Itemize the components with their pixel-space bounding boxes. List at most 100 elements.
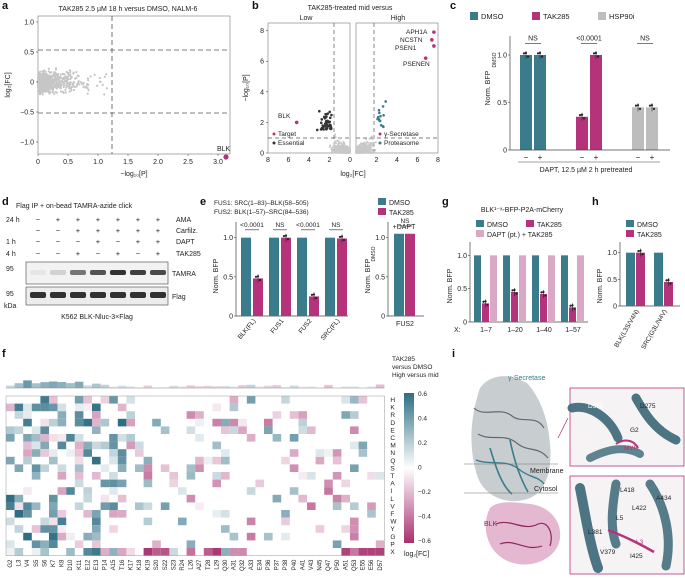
heatmap-cell — [358, 449, 368, 457]
y-tick-label: 1.0 — [607, 250, 617, 257]
res-l3: L3 — [636, 539, 644, 546]
col-label: K18 — [137, 559, 143, 570]
scatter-point — [52, 78, 55, 81]
tamra-band — [30, 270, 46, 275]
heatmap-cell — [221, 548, 230, 556]
bar-e-tak — [337, 238, 347, 316]
heatmap-cell — [6, 426, 15, 434]
treatment-matrix-d: − + + + + + + − − + + + + + − − − + − + + − − + − + − + — [36, 215, 161, 258]
scatter-point — [55, 77, 58, 80]
heatmap-cell — [178, 487, 187, 495]
row-label: L — [390, 496, 394, 503]
heatmap-cell — [332, 472, 342, 480]
heatmap-cell — [49, 403, 58, 412]
treatment-sign: + — [136, 215, 141, 224]
heatmap-cell — [332, 540, 342, 548]
heatmap-cell — [40, 434, 49, 442]
heatmap-cell — [23, 403, 32, 412]
ylabel-inset-e: Norm. BFP — [365, 258, 372, 293]
sig-label: NS — [275, 222, 285, 229]
heatmap-cell — [57, 434, 67, 442]
heatmap-cell — [289, 464, 299, 472]
y-tick-label: 1.0 — [457, 253, 467, 260]
summary-cell — [109, 386, 118, 388]
scatter-point — [37, 83, 40, 87]
title-a: TAK285 2.5 µM 18 h versus DMSO, NALM-6 — [59, 6, 198, 13]
heatmap-cell — [23, 456, 32, 465]
volcano-point — [360, 151, 363, 154]
scatter-point — [56, 72, 60, 76]
top-text-1: TAK285 — [392, 356, 415, 363]
volcano-point — [370, 141, 373, 144]
legend-dmso-c: DMSO — [481, 12, 504, 21]
heatmap-cell — [350, 532, 359, 541]
col-label: A31 — [232, 559, 238, 570]
res-l5: L5 — [616, 515, 624, 522]
res-d385: D385 — [588, 403, 604, 410]
scatter-point — [41, 73, 44, 76]
heatmap-cell — [109, 472, 118, 480]
heatmap-cell — [23, 510, 32, 518]
heatmap-cell — [49, 517, 58, 526]
essential-point — [318, 109, 321, 113]
scatter-point — [66, 79, 69, 82]
summary-cell — [307, 386, 316, 388]
heatmap-cell — [272, 434, 282, 442]
treat-carfilz: Carfilz. — [176, 228, 198, 235]
heatmap-cell — [100, 494, 110, 503]
bar-g — [569, 307, 576, 322]
heatmap-cell — [40, 540, 49, 548]
volcano-point — [359, 142, 362, 145]
legend-target: Target — [278, 131, 296, 138]
heatmap-cell — [31, 426, 41, 434]
heatmap-cell — [66, 548, 75, 556]
heatmap-cell — [350, 426, 359, 434]
scatter-point — [105, 87, 109, 90]
colorbar-ticks: 0.6 0.4 0.2 0 −0.2 −0.4 −0.6 — [418, 391, 431, 545]
heatmap-cell — [14, 525, 24, 533]
col-label: S23 — [171, 559, 177, 570]
replicate-dot — [641, 253, 644, 256]
col-label: P37 — [275, 559, 281, 570]
volcano-point — [335, 142, 338, 145]
scatter-point — [62, 72, 65, 76]
legend-proteasome-dot — [378, 141, 382, 145]
col-label: V4 — [25, 559, 31, 567]
summary-cell — [212, 386, 221, 388]
y-tick-label: 0 — [381, 314, 385, 321]
y-ticks-b: 8 6 4 2 0 — [260, 28, 268, 158]
heatmap-cell — [160, 502, 170, 510]
treat-ama: AMA — [176, 217, 192, 224]
y-tick-label: 0 — [229, 314, 233, 321]
essential-point — [328, 110, 331, 114]
heatmap-cell — [246, 434, 256, 442]
colorbar-tick: 0.2 — [418, 440, 427, 447]
heatmap-cell — [186, 548, 196, 556]
plot-frame-b-left — [267, 22, 351, 154]
heatmap-cell — [126, 434, 135, 442]
replicate-dot — [282, 234, 286, 238]
volcano-point — [368, 151, 371, 154]
bar-c — [590, 55, 602, 150]
scatter-point — [47, 86, 50, 89]
heatmap-cell — [298, 426, 307, 434]
y-tick-label: 0 — [503, 148, 507, 155]
replicate-dot — [515, 292, 518, 295]
tamra-band — [110, 270, 126, 275]
heatmap-cell — [100, 502, 110, 510]
gsec-point — [430, 38, 434, 42]
heatmap-cell — [324, 449, 333, 457]
col-label: P50 — [335, 559, 341, 570]
xlabel-b: log₂[FC] — [340, 171, 365, 178]
legend-dmso-h: DMSO — [637, 222, 659, 229]
scatter-point — [76, 82, 79, 85]
label-blk-a: BLK — [217, 146, 231, 153]
scatter-point — [55, 84, 58, 87]
treatment-sign: + — [136, 226, 141, 235]
volcano-point — [364, 148, 367, 151]
flag-band — [50, 292, 66, 298]
heatmap-cell — [100, 464, 110, 472]
heatmap-cell — [57, 472, 67, 480]
panel-label-c: c — [450, 0, 457, 12]
gsec-point — [432, 44, 436, 48]
